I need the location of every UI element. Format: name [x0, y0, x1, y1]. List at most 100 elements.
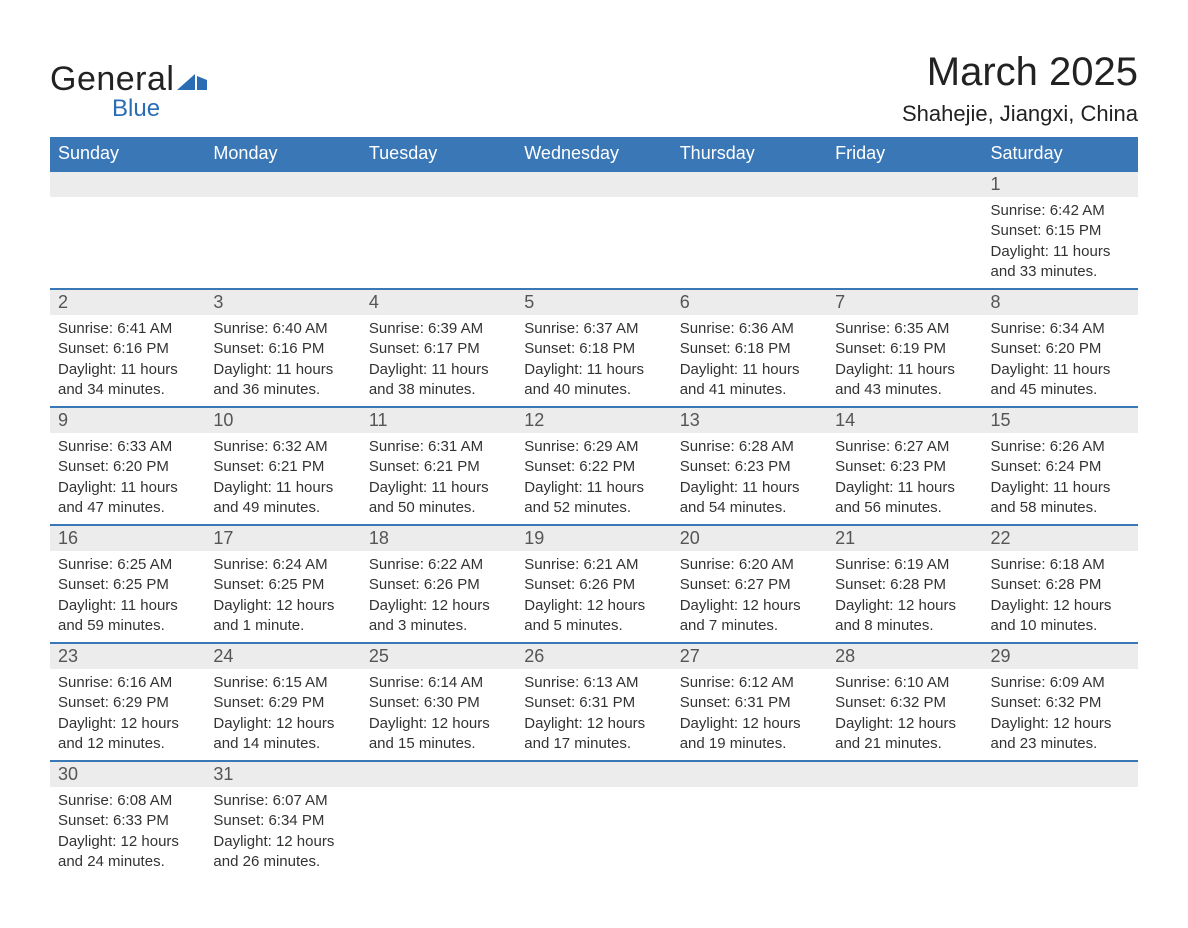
weekday-header: Tuesday [361, 137, 516, 171]
empty-day [516, 172, 671, 197]
daylight-line: Daylight: 12 hours and 17 minutes. [524, 714, 663, 755]
location-subtitle: Shahejie, Jiangxi, China [902, 101, 1138, 127]
day-content: Sunrise: 6:32 AMSunset: 6:21 PMDaylight:… [205, 433, 360, 524]
daylight-line: Daylight: 11 hours and 47 minutes. [58, 478, 197, 519]
calendar-day-cell: 24Sunrise: 6:15 AMSunset: 6:29 PMDayligh… [205, 643, 360, 761]
daylight-line: Daylight: 11 hours and 50 minutes. [369, 478, 508, 519]
day-number: 14 [827, 408, 982, 433]
day-number: 22 [983, 526, 1138, 551]
sunrise-line: Sunrise: 6:07 AM [213, 791, 352, 811]
empty-day-content [50, 197, 205, 275]
calendar-day-cell [672, 171, 827, 289]
daylight-line: Daylight: 11 hours and 33 minutes. [991, 242, 1130, 283]
sunset-line: Sunset: 6:15 PM [991, 221, 1130, 241]
sunset-line: Sunset: 6:29 PM [58, 693, 197, 713]
day-content: Sunrise: 6:14 AMSunset: 6:30 PMDaylight:… [361, 669, 516, 760]
day-content: Sunrise: 6:31 AMSunset: 6:21 PMDaylight:… [361, 433, 516, 524]
sunrise-line: Sunrise: 6:37 AM [524, 319, 663, 339]
calendar-day-cell: 10Sunrise: 6:32 AMSunset: 6:21 PMDayligh… [205, 407, 360, 525]
sunrise-line: Sunrise: 6:12 AM [680, 673, 819, 693]
calendar-day-cell: 13Sunrise: 6:28 AMSunset: 6:23 PMDayligh… [672, 407, 827, 525]
sunrise-line: Sunrise: 6:19 AM [835, 555, 974, 575]
day-number: 31 [205, 762, 360, 787]
calendar-day-cell: 17Sunrise: 6:24 AMSunset: 6:25 PMDayligh… [205, 525, 360, 643]
sunset-line: Sunset: 6:30 PM [369, 693, 508, 713]
day-content: Sunrise: 6:35 AMSunset: 6:19 PMDaylight:… [827, 315, 982, 406]
daylight-line: Daylight: 12 hours and 10 minutes. [991, 596, 1130, 637]
calendar-day-cell: 14Sunrise: 6:27 AMSunset: 6:23 PMDayligh… [827, 407, 982, 525]
empty-day [827, 172, 982, 197]
day-content: Sunrise: 6:16 AMSunset: 6:29 PMDaylight:… [50, 669, 205, 760]
sunrise-line: Sunrise: 6:27 AM [835, 437, 974, 457]
calendar-day-cell [827, 761, 982, 878]
day-content: Sunrise: 6:33 AMSunset: 6:20 PMDaylight:… [50, 433, 205, 524]
sunset-line: Sunset: 6:33 PM [58, 811, 197, 831]
day-content: Sunrise: 6:18 AMSunset: 6:28 PMDaylight:… [983, 551, 1138, 642]
daylight-line: Daylight: 11 hours and 45 minutes. [991, 360, 1130, 401]
empty-day-content [672, 197, 827, 275]
weekday-header: Monday [205, 137, 360, 171]
calendar-day-cell: 16Sunrise: 6:25 AMSunset: 6:25 PMDayligh… [50, 525, 205, 643]
calendar-day-cell: 21Sunrise: 6:19 AMSunset: 6:28 PMDayligh… [827, 525, 982, 643]
sunset-line: Sunset: 6:21 PM [213, 457, 352, 477]
calendar-day-cell: 26Sunrise: 6:13 AMSunset: 6:31 PMDayligh… [516, 643, 671, 761]
daylight-line: Daylight: 12 hours and 5 minutes. [524, 596, 663, 637]
sunrise-line: Sunrise: 6:16 AM [58, 673, 197, 693]
day-content: Sunrise: 6:22 AMSunset: 6:26 PMDaylight:… [361, 551, 516, 642]
logo: General Blue [50, 50, 207, 123]
daylight-line: Daylight: 11 hours and 36 minutes. [213, 360, 352, 401]
sunset-line: Sunset: 6:20 PM [991, 339, 1130, 359]
daylight-line: Daylight: 12 hours and 1 minute. [213, 596, 352, 637]
calendar-day-cell: 23Sunrise: 6:16 AMSunset: 6:29 PMDayligh… [50, 643, 205, 761]
day-number: 17 [205, 526, 360, 551]
day-number: 8 [983, 290, 1138, 315]
sunrise-line: Sunrise: 6:40 AM [213, 319, 352, 339]
calendar-day-cell: 25Sunrise: 6:14 AMSunset: 6:30 PMDayligh… [361, 643, 516, 761]
calendar-day-cell: 11Sunrise: 6:31 AMSunset: 6:21 PMDayligh… [361, 407, 516, 525]
sunset-line: Sunset: 6:21 PM [369, 457, 508, 477]
daylight-line: Daylight: 12 hours and 7 minutes. [680, 596, 819, 637]
day-number: 3 [205, 290, 360, 315]
day-number: 16 [50, 526, 205, 551]
empty-day [361, 762, 516, 787]
day-content: Sunrise: 6:07 AMSunset: 6:34 PMDaylight:… [205, 787, 360, 878]
sunset-line: Sunset: 6:28 PM [835, 575, 974, 595]
calendar-day-cell [516, 761, 671, 878]
day-number: 9 [50, 408, 205, 433]
day-content: Sunrise: 6:39 AMSunset: 6:17 PMDaylight:… [361, 315, 516, 406]
day-number: 7 [827, 290, 982, 315]
day-content: Sunrise: 6:27 AMSunset: 6:23 PMDaylight:… [827, 433, 982, 524]
sunrise-line: Sunrise: 6:32 AM [213, 437, 352, 457]
sunrise-line: Sunrise: 6:13 AM [524, 673, 663, 693]
calendar-day-cell: 5Sunrise: 6:37 AMSunset: 6:18 PMDaylight… [516, 289, 671, 407]
calendar-day-cell [983, 761, 1138, 878]
sunset-line: Sunset: 6:34 PM [213, 811, 352, 831]
calendar-week-row: 9Sunrise: 6:33 AMSunset: 6:20 PMDaylight… [50, 407, 1138, 525]
sunset-line: Sunset: 6:29 PM [213, 693, 352, 713]
day-number: 13 [672, 408, 827, 433]
sunrise-line: Sunrise: 6:41 AM [58, 319, 197, 339]
daylight-line: Daylight: 11 hours and 59 minutes. [58, 596, 197, 637]
day-number: 23 [50, 644, 205, 669]
day-content: Sunrise: 6:24 AMSunset: 6:25 PMDaylight:… [205, 551, 360, 642]
sunrise-line: Sunrise: 6:35 AM [835, 319, 974, 339]
day-number: 1 [983, 172, 1138, 197]
empty-day [983, 762, 1138, 787]
day-content: Sunrise: 6:29 AMSunset: 6:22 PMDaylight:… [516, 433, 671, 524]
calendar-day-cell: 27Sunrise: 6:12 AMSunset: 6:31 PMDayligh… [672, 643, 827, 761]
weekday-header-row: SundayMondayTuesdayWednesdayThursdayFrid… [50, 137, 1138, 171]
calendar-day-cell: 28Sunrise: 6:10 AMSunset: 6:32 PMDayligh… [827, 643, 982, 761]
logo-flag-icon [177, 68, 207, 95]
calendar-week-row: 23Sunrise: 6:16 AMSunset: 6:29 PMDayligh… [50, 643, 1138, 761]
sunrise-line: Sunrise: 6:34 AM [991, 319, 1130, 339]
day-content: Sunrise: 6:19 AMSunset: 6:28 PMDaylight:… [827, 551, 982, 642]
sunset-line: Sunset: 6:26 PM [524, 575, 663, 595]
calendar-day-cell: 9Sunrise: 6:33 AMSunset: 6:20 PMDaylight… [50, 407, 205, 525]
calendar-day-cell [361, 171, 516, 289]
calendar-body: 1Sunrise: 6:42 AMSunset: 6:15 PMDaylight… [50, 171, 1138, 878]
daylight-line: Daylight: 11 hours and 58 minutes. [991, 478, 1130, 519]
calendar-week-row: 16Sunrise: 6:25 AMSunset: 6:25 PMDayligh… [50, 525, 1138, 643]
title-block: March 2025 Shahejie, Jiangxi, China [902, 50, 1138, 127]
day-number: 29 [983, 644, 1138, 669]
calendar-day-cell: 30Sunrise: 6:08 AMSunset: 6:33 PMDayligh… [50, 761, 205, 878]
